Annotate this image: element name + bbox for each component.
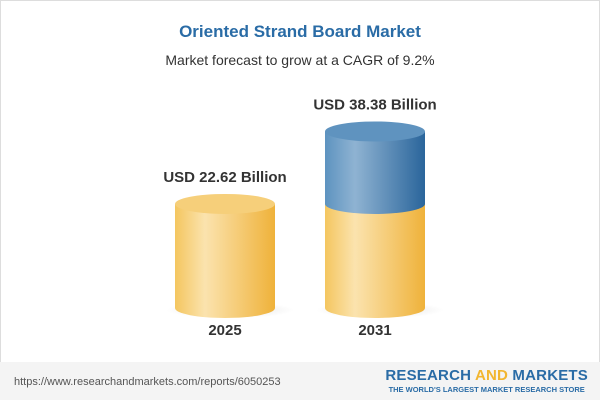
logo-text: MARKETS [508, 367, 588, 384]
footer: https://www.researchandmarkets.com/repor… [0, 362, 600, 400]
chart-subtitle: Market forecast to grow at a CAGR of 9.2… [165, 52, 435, 68]
research-and-markets-logo: RESEARCH AND MARKETS THE WORLD'S LARGEST… [385, 367, 588, 394]
logo-text: RESEARCH [385, 367, 475, 384]
category-label: 2025 [208, 322, 241, 339]
bar-base-2031 [325, 203, 425, 318]
bar-base-2025 [175, 203, 275, 318]
bar-growth-2031 [325, 131, 425, 214]
logo-text-and: AND [474, 367, 509, 384]
bar-top-2031 [325, 121, 425, 142]
chart-title: Oriented Strand Board Market [179, 22, 421, 41]
source-url[interactable]: https://www.researchandmarkets.com/repor… [14, 376, 281, 388]
logo-tagline: THE WORLD'S LARGEST MARKET RESEARCH STOR… [388, 385, 585, 394]
category-label: 2031 [358, 322, 391, 339]
cylinder-chart: USD 22.62 Billion 2025 USD 38.38 Billion 20… [163, 96, 444, 339]
data-label: USD 38.38 Billion [313, 96, 436, 113]
bar-top-2025 [175, 193, 275, 214]
data-label: USD 22.62 Billion [163, 169, 286, 186]
